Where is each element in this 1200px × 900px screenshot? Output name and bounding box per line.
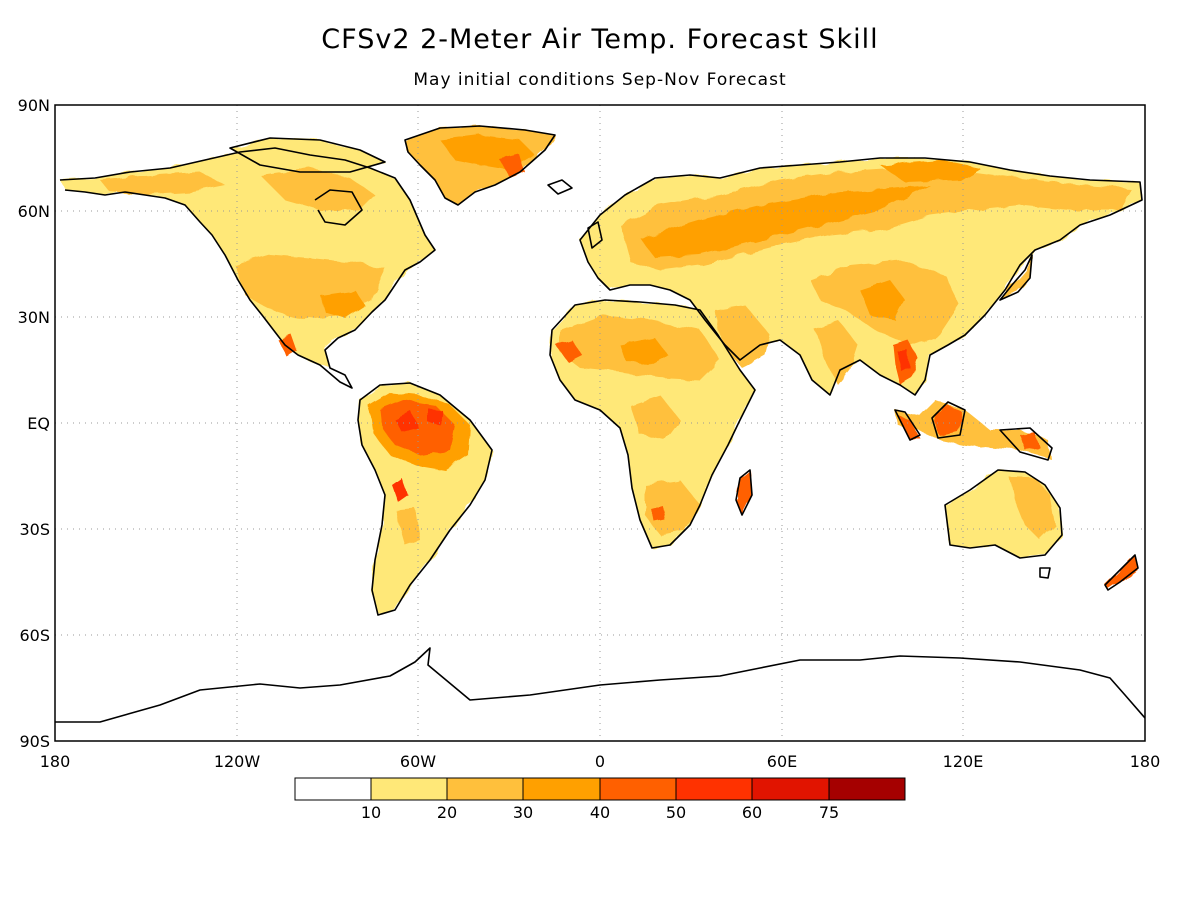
australia-coast [944, 469, 1063, 559]
taymyr-patch [880, 160, 980, 182]
usa-southeast [320, 290, 365, 318]
lon-label-0: 0 [595, 752, 605, 771]
map-frame [54, 104, 1146, 742]
africa-coast [549, 299, 756, 549]
madagascar-coast [735, 469, 753, 516]
madagascar-shade [736, 470, 752, 515]
greenland-coast [404, 125, 556, 206]
uk-coast [587, 221, 603, 249]
new-zealand-coast [1104, 554, 1139, 591]
legend-label-60: 60 [742, 803, 762, 822]
arctic-islands-coast [229, 137, 386, 173]
sumatra-coast [894, 409, 921, 441]
legend-box-3 [522, 777, 601, 801]
amazon-peak-2 [428, 408, 442, 425]
lon-label-60e: 60E [767, 752, 797, 771]
legend-label-50: 50 [666, 803, 686, 822]
india-patch [815, 322, 858, 385]
legend-box-2 [446, 777, 524, 801]
legend-box-1 [370, 777, 448, 801]
skill-patches [100, 135, 1130, 545]
new-guinea-coast [999, 427, 1053, 461]
south-africa-core [650, 505, 665, 522]
legend-label-10: 10 [361, 803, 381, 822]
new-zealand-shade [1105, 555, 1138, 590]
lon-label-120e: 120E [943, 752, 984, 771]
japan-coast [999, 254, 1033, 301]
legend-label-75: 75 [819, 803, 839, 822]
legend-label-20: 20 [437, 803, 457, 822]
australia-patch [1010, 478, 1055, 540]
lat-labels: 90N 60N 30N EQ 30S 60S 90S [18, 96, 50, 751]
color-legend: 10 20 30 40 50 60 75 [294, 777, 906, 822]
central-africa-patch [630, 395, 680, 440]
legend-box-0 [294, 777, 372, 801]
sahara-patch [620, 338, 668, 365]
new-guinea-patch [1020, 432, 1040, 450]
japan-shade [1000, 255, 1032, 300]
borneo-coast [931, 401, 966, 439]
skill-shading [60, 126, 1142, 615]
patagonia-patch [395, 508, 420, 545]
bolivia-patch [392, 478, 408, 502]
north-america-coast [59, 147, 436, 389]
amazon-peak-1 [395, 412, 418, 432]
legend-label-30: 30 [513, 803, 533, 822]
china-patch [860, 280, 905, 320]
lon-label-180w: 180 [40, 752, 71, 771]
lat-label-60s: 60S [19, 626, 50, 645]
borneo-patch [933, 405, 962, 436]
russia-core [640, 185, 930, 258]
lat-label-30n: 30N [18, 308, 50, 327]
legend-box-7 [828, 777, 906, 801]
lon-label-120w: 120W [214, 752, 261, 771]
lat-label-90n: 90N [18, 96, 50, 115]
eurasia-coast [579, 157, 1143, 396]
legend-label-40: 40 [590, 803, 610, 822]
coastlines [55, 125, 1145, 723]
antarctica-coast [55, 647, 1145, 723]
legend-box-4 [599, 777, 677, 801]
map-subtitle: May initial conditions Sep-Nov Forecast [413, 70, 787, 90]
iceland-coast [547, 179, 573, 195]
indochina-center [898, 350, 910, 372]
lon-label-60w: 60W [400, 752, 436, 771]
lat-label-90s: 90S [19, 732, 50, 751]
lon-labels: 180 120W 60W 0 60E 120E 180 [40, 752, 1161, 771]
lat-label-60n: 60N [18, 202, 50, 221]
lon-label-180e: 180 [1130, 752, 1161, 771]
alaska-patch [100, 172, 225, 195]
lat-label-eq: EQ [27, 414, 50, 433]
canada-patch [260, 168, 375, 210]
tasmania-coast [1039, 567, 1051, 579]
lat-label-30s: 30S [19, 520, 50, 539]
sumatra-patch [898, 415, 920, 438]
map-title: CFSv2 2-Meter Air Temp. Forecast Skill [321, 24, 879, 55]
siberia-band [620, 168, 1130, 270]
legend-box-6 [751, 777, 830, 801]
legend-box-5 [675, 777, 753, 801]
hudson-bay-coast [314, 189, 363, 226]
west-africa-core [556, 340, 582, 362]
south-america-coast [357, 382, 493, 616]
